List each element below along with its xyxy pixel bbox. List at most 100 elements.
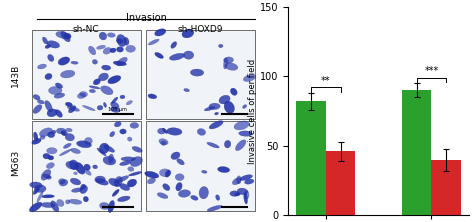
Ellipse shape [197,129,206,135]
Ellipse shape [159,139,168,145]
Ellipse shape [103,102,107,107]
Ellipse shape [51,201,59,212]
Ellipse shape [169,53,185,60]
Ellipse shape [175,174,184,181]
Ellipse shape [84,168,91,175]
Text: **: ** [321,76,330,86]
Ellipse shape [61,31,70,42]
Ellipse shape [46,163,55,168]
Ellipse shape [48,86,62,95]
Ellipse shape [235,193,240,196]
Ellipse shape [47,109,57,117]
Ellipse shape [244,192,247,204]
Ellipse shape [128,137,132,141]
Ellipse shape [95,178,108,185]
Ellipse shape [224,101,235,113]
Ellipse shape [43,174,51,178]
Bar [146,30,255,119]
Ellipse shape [93,79,100,85]
Ellipse shape [37,191,43,202]
Ellipse shape [77,141,91,148]
Ellipse shape [58,178,65,184]
Ellipse shape [101,65,111,70]
Ellipse shape [157,193,168,198]
Ellipse shape [130,123,139,128]
Ellipse shape [120,95,125,99]
Ellipse shape [29,202,42,212]
Bar [32,121,141,211]
Ellipse shape [108,75,121,84]
Ellipse shape [70,178,81,185]
Ellipse shape [89,89,95,93]
Ellipse shape [45,73,52,80]
Ellipse shape [183,51,194,59]
Ellipse shape [97,148,106,156]
Ellipse shape [230,191,239,196]
Ellipse shape [69,106,76,113]
Ellipse shape [70,160,78,170]
Ellipse shape [56,31,69,38]
Ellipse shape [209,121,223,129]
Ellipse shape [243,74,256,81]
Bar [32,30,141,119]
Ellipse shape [65,102,73,107]
Ellipse shape [234,121,249,130]
Ellipse shape [43,153,50,159]
Ellipse shape [155,52,164,58]
Ellipse shape [37,100,45,104]
Ellipse shape [82,105,95,111]
Ellipse shape [163,128,168,134]
Ellipse shape [109,154,114,163]
Ellipse shape [46,176,51,179]
Ellipse shape [89,86,100,89]
Ellipse shape [126,100,132,105]
Ellipse shape [209,103,220,110]
Ellipse shape [120,129,126,134]
Ellipse shape [64,143,71,149]
Ellipse shape [191,69,204,76]
Ellipse shape [55,110,63,117]
Ellipse shape [182,29,194,38]
Ellipse shape [157,128,165,134]
Ellipse shape [108,200,114,213]
Ellipse shape [72,188,82,192]
Ellipse shape [48,156,54,160]
Ellipse shape [237,188,248,195]
Ellipse shape [119,161,131,166]
Ellipse shape [42,37,48,44]
Ellipse shape [117,57,128,66]
Ellipse shape [155,29,166,36]
Ellipse shape [245,179,254,184]
Ellipse shape [207,142,219,148]
Ellipse shape [130,157,143,166]
Ellipse shape [128,167,134,171]
Ellipse shape [184,89,190,92]
Ellipse shape [159,169,171,177]
Ellipse shape [30,182,42,188]
Ellipse shape [104,145,115,152]
Ellipse shape [34,185,46,192]
Bar [402,90,431,215]
Ellipse shape [117,47,124,52]
Ellipse shape [171,152,180,159]
Ellipse shape [77,93,86,99]
Ellipse shape [114,176,122,187]
Ellipse shape [201,170,207,173]
Ellipse shape [83,196,89,202]
Ellipse shape [69,199,82,204]
Ellipse shape [124,37,129,45]
Ellipse shape [110,48,116,53]
Ellipse shape [67,106,80,111]
Ellipse shape [56,128,66,134]
Ellipse shape [93,165,98,169]
Ellipse shape [100,202,109,210]
Ellipse shape [47,54,54,61]
Ellipse shape [46,148,57,154]
Text: sh-NC: sh-NC [73,26,100,34]
Ellipse shape [59,149,71,156]
Ellipse shape [92,59,98,64]
Text: Invasion: Invasion [126,13,166,23]
Ellipse shape [45,101,52,112]
Bar [296,101,326,215]
Ellipse shape [118,196,130,202]
